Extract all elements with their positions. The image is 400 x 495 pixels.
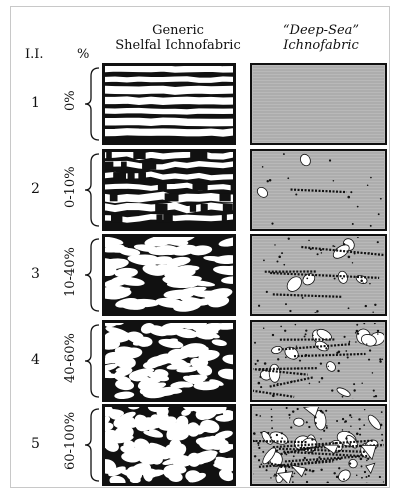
shelfal-panel-2	[102, 149, 236, 231]
shelfal-panel-1	[102, 63, 236, 145]
percent-range-3: 10-40%	[63, 246, 78, 297]
ii-value-2: 2	[31, 181, 40, 197]
ichnofabric-figure: I.I. % Generic Shelfal Ichnofabric “Deep…	[10, 6, 390, 488]
deepsea-column-header: “Deep-Sea” Ichnofabric	[251, 23, 391, 53]
row-brace-5	[84, 408, 100, 482]
deepsea-panel-frame	[250, 234, 387, 316]
row-brace-4	[84, 324, 100, 398]
deepsea-header-line2: Ichnofabric	[283, 38, 359, 53]
deepsea-texture	[253, 152, 384, 228]
shelfal-texture	[105, 407, 233, 483]
ii-value-3: 3	[31, 266, 40, 282]
deepsea-texture	[253, 66, 384, 142]
deepsea-panel-1	[250, 63, 387, 145]
ii-value-1: 1	[31, 95, 40, 111]
deepsea-texture	[253, 323, 384, 399]
shelfal-header-line2: Shelfal Ichnofabric	[115, 38, 241, 53]
deepsea-panel-3	[250, 234, 387, 316]
deepsea-panel-4	[250, 320, 387, 402]
percent-range-1: 0%	[63, 90, 78, 112]
shelfal-panel-5	[102, 404, 236, 486]
percent-range-5: 60-100%	[63, 412, 78, 471]
percent-column-header: %	[77, 47, 90, 62]
deepsea-panel-2	[250, 149, 387, 231]
deepsea-panel-frame	[250, 149, 387, 231]
ii-value-5: 5	[31, 436, 40, 452]
shelfal-texture	[105, 66, 233, 137]
shelfal-column-header: Generic Shelfal Ichnofabric	[103, 23, 253, 53]
shelfal-header-line1: Generic	[152, 23, 204, 38]
row-brace-3	[84, 238, 100, 312]
shelfal-texture	[105, 323, 233, 399]
shelfal-panel-3	[102, 234, 236, 316]
ichnofabric-panels	[84, 63, 387, 486]
percent-range-4: 40-60%	[63, 332, 78, 383]
shelfal-panel-4	[102, 320, 236, 402]
shelfal-texture	[105, 152, 233, 223]
deepsea-header-line1: “Deep-Sea”	[282, 23, 360, 38]
row-brace-1	[84, 67, 100, 141]
row-brace-2	[84, 153, 100, 227]
deepsea-texture	[253, 407, 384, 483]
deepsea-panel-frame	[250, 63, 387, 145]
shelfal-texture	[105, 237, 233, 312]
deepsea-texture	[253, 237, 384, 313]
deepsea-panel-5	[250, 404, 387, 486]
ii-value-4: 4	[31, 352, 40, 368]
percent-range-2: 0-10%	[63, 166, 78, 208]
ii-column-header: I.I.	[25, 47, 44, 62]
